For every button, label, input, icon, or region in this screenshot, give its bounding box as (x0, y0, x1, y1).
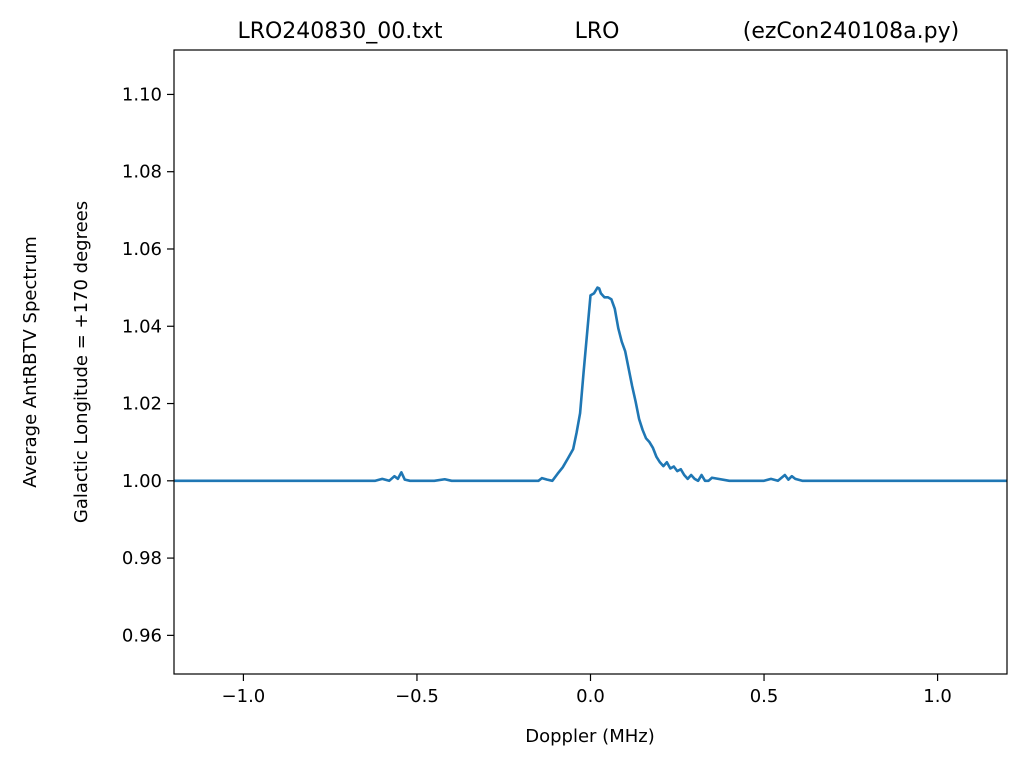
x-axis: −1.0 −0.5 0.0 0.5 1.0 (222, 674, 952, 707)
y-tick-label: 1.10 (122, 84, 162, 105)
y-axis-label-line2: Galactic Longitude = +170 degrees (71, 201, 92, 523)
title-script: (ezCon240108a.py) (743, 19, 959, 44)
series-line (174, 286, 1007, 483)
y-axis-label-line1: Average AntRBTV Spectrum (20, 236, 41, 488)
y-tick-label: 1.02 (122, 394, 162, 415)
x-axis-label: Doppler (MHz) (525, 726, 654, 747)
y-tick-label: 1.00 (122, 471, 162, 492)
y-tick-label: 0.96 (122, 625, 162, 646)
y-tick-label: 1.06 (122, 239, 162, 260)
y-tick-label: 0.98 (122, 548, 162, 569)
x-tick-label: 0.0 (576, 686, 605, 707)
y-axis: 0.96 0.98 1.00 1.02 1.04 1.06 1.08 1.10 (122, 84, 174, 646)
title-station: LRO (575, 19, 620, 44)
chart-title: LRO240830_00.txt LRO (ezCon240108a.py) (237, 19, 959, 44)
x-tick-label: −0.5 (395, 686, 439, 707)
x-tick-label: 1.0 (923, 686, 952, 707)
title-filename: LRO240830_00.txt (237, 19, 442, 44)
x-tick-label: 0.5 (750, 686, 779, 707)
y-tick-label: 1.04 (122, 316, 162, 337)
x-tick-label: −1.0 (222, 686, 266, 707)
y-tick-label: 1.08 (122, 162, 162, 183)
plot-frame (173, 49, 1008, 675)
